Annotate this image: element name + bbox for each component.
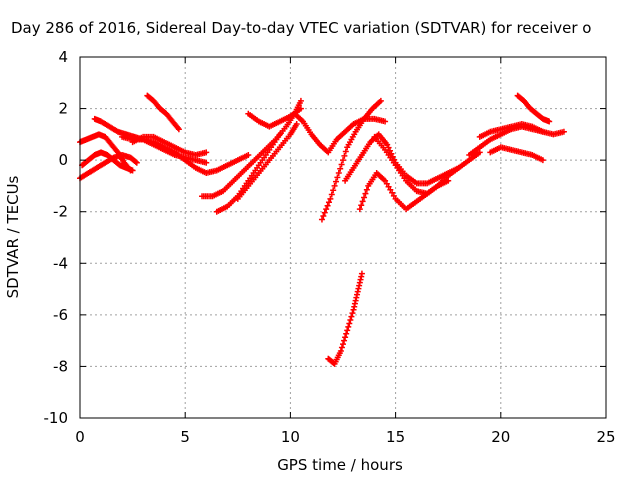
data-point [349, 310, 356, 317]
data-point [297, 97, 304, 104]
data-point [384, 141, 391, 148]
data-point [132, 158, 139, 165]
data-point [342, 148, 349, 155]
data-point [386, 147, 393, 154]
x-tick-label: 15 [386, 428, 405, 446]
series-arc-s [476, 121, 567, 140]
data-point [390, 192, 397, 199]
data-point [320, 213, 327, 220]
series-arc-o [342, 131, 462, 187]
data-point [203, 149, 210, 156]
chart-title: Day 286 of 2016, Sidereal Day-to-day VTE… [11, 19, 591, 37]
series-arc-j [234, 121, 300, 202]
data-point [356, 206, 363, 213]
data-point [346, 320, 353, 327]
plot-frame [79, 56, 607, 419]
data-point [385, 144, 392, 151]
x-axis-label: GPS time / hours [277, 456, 403, 474]
data-point [560, 128, 567, 135]
series-arc-m [318, 97, 384, 223]
data-point [363, 186, 370, 193]
data-point [344, 327, 351, 334]
data-point [203, 159, 210, 166]
y-tick-label: -6 [53, 306, 68, 324]
data-point [133, 159, 140, 166]
data-point [377, 97, 384, 104]
data-point [338, 161, 345, 168]
data-point [324, 202, 331, 209]
series-arc-t [487, 144, 546, 164]
y-tick-label: -2 [53, 203, 68, 221]
x-tick-label: 20 [491, 428, 510, 446]
x-tick-label: 25 [596, 428, 615, 446]
data-point [382, 177, 389, 184]
series-arc-n [325, 270, 365, 367]
data-point [359, 198, 366, 205]
series-arc-u [514, 92, 553, 125]
data-point [358, 202, 365, 209]
y-tick-label: -8 [53, 357, 68, 375]
data-point [318, 216, 325, 223]
data-point [342, 334, 349, 341]
data-point [348, 313, 355, 320]
data-point [340, 157, 346, 164]
y-tick-label: 0 [58, 151, 68, 169]
data-point [332, 178, 339, 185]
data-point [327, 195, 334, 202]
data-point [358, 270, 365, 277]
y-tick-label: 2 [58, 100, 68, 118]
x-tick-label: 5 [180, 428, 190, 446]
data-point [382, 118, 389, 125]
data-point [325, 199, 332, 206]
data-point [341, 152, 348, 159]
series-arc-c [79, 149, 136, 174]
data-point [330, 187, 337, 194]
data-point [385, 183, 392, 190]
data-series [77, 92, 567, 367]
x-tick-label: 0 [75, 428, 85, 446]
series-arc-g [129, 133, 210, 158]
y-tick-label: 4 [58, 48, 68, 66]
data-point [276, 131, 283, 138]
data-point [328, 191, 335, 198]
data-point [334, 174, 341, 181]
data-point [338, 344, 345, 351]
series-arc-f [144, 92, 182, 133]
data-point [341, 337, 348, 344]
data-point [389, 189, 396, 196]
y-tick-label: -10 [44, 409, 69, 427]
data-point [362, 190, 369, 197]
data-point [445, 177, 452, 184]
data-point [297, 105, 304, 112]
data-point [335, 170, 342, 177]
data-point [331, 182, 338, 189]
data-point [343, 330, 350, 337]
data-point [361, 194, 368, 201]
data-point [345, 323, 352, 330]
data-point [347, 317, 354, 324]
data-point [539, 157, 546, 164]
data-point [383, 180, 390, 187]
y-axis-label: SDTVAR / TECUs [4, 175, 22, 298]
series-arc-q [371, 133, 483, 197]
data-point [175, 126, 182, 133]
x-tick-label: 10 [281, 428, 300, 446]
axis-ticks: 0 5 10 15 20 25 -10 -8 -6 -4 -2 0 2 4 [44, 48, 616, 446]
data-point [340, 341, 346, 348]
data-point [337, 347, 344, 354]
data-point [321, 209, 328, 216]
data-point [337, 165, 344, 172]
data-point [546, 118, 553, 125]
data-point [323, 206, 330, 213]
data-point [293, 121, 300, 128]
data-point [387, 186, 394, 193]
series-arc-l [291, 110, 389, 156]
data-point [245, 151, 252, 158]
y-tick-label: -4 [53, 254, 68, 272]
data-point [476, 149, 483, 156]
data-point [129, 167, 136, 174]
